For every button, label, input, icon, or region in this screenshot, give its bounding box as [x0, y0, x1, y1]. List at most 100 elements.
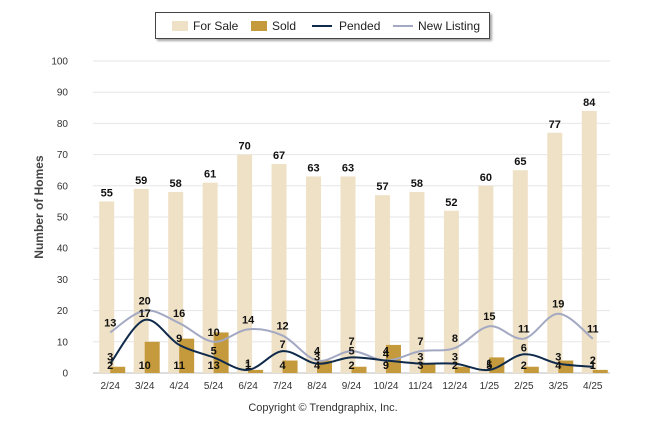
- for-sale-data-label: 58: [170, 178, 182, 190]
- y-axis-label: Number of Homes: [32, 155, 46, 259]
- sold-data-label: 2: [452, 360, 458, 372]
- pended-data-label: 4: [383, 349, 390, 361]
- x-tick-label: 4/25: [583, 381, 603, 392]
- new-listing-line: [109, 309, 594, 362]
- for-sale-bar: [271, 163, 287, 373]
- for-sale-data-label: 58: [411, 178, 423, 190]
- legend-sold: Sold: [272, 19, 297, 33]
- x-tick-label: 8/24: [307, 381, 327, 392]
- y-tick-label: 70: [57, 150, 69, 161]
- new-listing-data-label: 7: [348, 336, 354, 348]
- new-listing-data-label: 4: [383, 346, 390, 358]
- sold-data-label: 2: [521, 360, 527, 372]
- sold-bar: [351, 366, 367, 373]
- x-tick-label: 5/24: [204, 381, 224, 392]
- new-listing-data-label: 20: [139, 296, 151, 308]
- sold-bar: [144, 341, 160, 373]
- for-sale-data-label: 84: [583, 97, 596, 109]
- for-sale-bar: [374, 195, 390, 373]
- for-sale-data-label: 61: [204, 169, 216, 181]
- sold-bar: [248, 369, 264, 373]
- new-listing-data-label: 7: [417, 336, 423, 348]
- for-sale-bar: [202, 182, 218, 373]
- sold-swatch: [251, 21, 267, 31]
- for-sale-bar: [237, 154, 253, 373]
- pended-data-label: 3: [452, 352, 458, 364]
- sold-bar: [110, 366, 126, 373]
- for-sale-data-label: 70: [238, 141, 250, 153]
- for-sale-data-label: 63: [342, 162, 354, 174]
- y-tick-label: 40: [57, 244, 69, 255]
- legend-for-sale: For Sale: [193, 19, 239, 33]
- pended-data-label: 17: [139, 308, 151, 320]
- y-tick-label: 10: [57, 337, 69, 348]
- sold-bar: [523, 366, 539, 373]
- for-sale-swatch: [172, 21, 188, 31]
- y-tick-label: 30: [57, 275, 69, 286]
- pended-data-label: 2: [590, 355, 596, 367]
- sold-data-label: 4: [280, 360, 287, 372]
- for-sale-bar: [306, 176, 322, 373]
- sold-bar: [592, 369, 608, 373]
- x-tick-label: 9/24: [342, 381, 362, 392]
- sold-data-label: 11: [173, 360, 185, 372]
- for-sale-bar: [443, 210, 459, 373]
- pended-data-label: 5: [211, 345, 217, 357]
- pended-line: [109, 318, 593, 372]
- x-tick-label: 3/24: [135, 381, 155, 392]
- sold-data-label: 13: [208, 360, 220, 372]
- y-tick-label: 60: [57, 181, 69, 192]
- x-tick-label: 1/25: [480, 381, 500, 392]
- sold-data-label: 1: [590, 360, 596, 372]
- x-tick-label: 11/24: [408, 381, 433, 392]
- legend-pended: Pended: [339, 19, 381, 33]
- pended-data-label: 1: [486, 358, 492, 370]
- sold-data-label: 2: [348, 360, 354, 372]
- y-tick-label: 0: [62, 369, 68, 380]
- new-listing-data-label: 10: [208, 327, 220, 339]
- x-tick-label: 6/24: [238, 381, 258, 392]
- for-sale-data-label: 52: [445, 197, 457, 209]
- x-tick-label: 2/24: [100, 381, 120, 392]
- new-listing-data-label: 4: [314, 346, 321, 358]
- pended-data-label: 5: [348, 345, 354, 357]
- x-tick-label: 12/24: [442, 381, 467, 392]
- new-listing-data-label: 11: [587, 324, 599, 336]
- for-sale-bar: [547, 132, 563, 373]
- for-sale-data-label: 57: [376, 181, 388, 193]
- sold-data-label: 10: [139, 360, 151, 372]
- copyright-credit: Copyright © Trendgraphix, Inc.: [248, 402, 398, 414]
- new-listing-data-label: 14: [242, 314, 255, 326]
- x-tick-label: 2/25: [514, 381, 534, 392]
- pended-data-label: 3: [417, 352, 423, 364]
- for-sale-bar: [581, 110, 597, 374]
- for-sale-data-label: 60: [480, 172, 492, 184]
- pended-data-label: 9: [176, 333, 182, 345]
- x-tick-label: 3/25: [549, 381, 569, 392]
- new-listing-data-label: 19: [552, 299, 564, 311]
- y-tick-label: 80: [57, 119, 69, 130]
- for-sale-bar: [409, 192, 425, 373]
- pended-data-label: 6: [521, 342, 527, 354]
- sold-data-label: 4: [314, 360, 321, 372]
- for-sale-data-label: 63: [307, 162, 319, 174]
- y-tick-label: 90: [57, 88, 69, 99]
- for-sale-data-label: 77: [549, 119, 561, 131]
- sold-bar: [282, 360, 298, 373]
- pended-data-label: 3: [314, 352, 320, 364]
- pended-data-label: 3: [555, 352, 561, 364]
- new-listing-data-label: 15: [483, 311, 495, 323]
- y-tick-label: 100: [51, 57, 68, 68]
- x-tick-label: 7/24: [273, 381, 293, 392]
- new-listing-data-label: 11: [518, 324, 530, 336]
- sold-data-label: 4: [555, 360, 562, 372]
- pended-swatch: [312, 25, 332, 27]
- new-listing-data-label: 8: [452, 333, 458, 345]
- x-tick-label: 4/24: [169, 381, 189, 392]
- for-sale-data-label: 55: [101, 187, 113, 199]
- for-sale-data-label: 59: [135, 175, 147, 187]
- sold-bar: [420, 363, 436, 373]
- for-sale-bar: [512, 170, 528, 373]
- sold-data-label: 9: [383, 360, 389, 372]
